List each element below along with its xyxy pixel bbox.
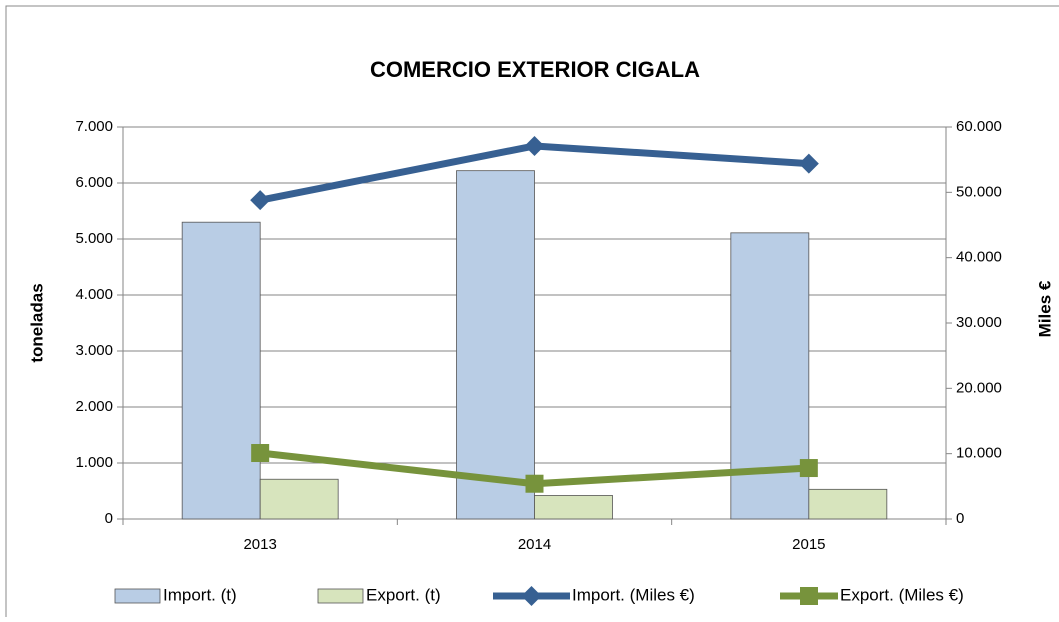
legend-label: Import. (t) bbox=[163, 585, 237, 604]
y-tick-label: 6.000 bbox=[75, 174, 113, 191]
y2-tick-label: 60.000 bbox=[956, 118, 1002, 135]
y-axis-label: toneladas bbox=[27, 283, 46, 362]
y-tick-label: 3.000 bbox=[75, 342, 113, 359]
x-tick-label: 2014 bbox=[518, 536, 551, 553]
y2-tick-label: 0 bbox=[956, 510, 964, 527]
bar bbox=[456, 170, 535, 520]
line-marker bbox=[524, 135, 545, 156]
legend-swatch bbox=[317, 588, 364, 604]
y-tick-label: 2.000 bbox=[75, 398, 113, 415]
y2-tick-label: 50.000 bbox=[956, 183, 1002, 200]
y2-axis-label: Miles € bbox=[1035, 280, 1054, 337]
y-tick-label: 5.000 bbox=[75, 230, 113, 247]
legend-label: Export. (Miles €) bbox=[840, 585, 964, 604]
bar bbox=[808, 488, 888, 520]
legend-swatch bbox=[114, 588, 161, 604]
legend-marker bbox=[800, 587, 818, 605]
x-tick-label: 2013 bbox=[243, 536, 276, 553]
bar bbox=[534, 495, 613, 520]
line-marker bbox=[525, 474, 544, 493]
y-tick-label: 0 bbox=[105, 510, 113, 527]
y-tick-label: 7.000 bbox=[75, 118, 113, 135]
y-tick-label: 1.000 bbox=[75, 454, 113, 471]
legend-label: Import. (Miles €) bbox=[572, 585, 695, 604]
line-marker bbox=[799, 459, 818, 478]
legend-marker bbox=[521, 586, 542, 606]
chart-title: COMERCIO EXTERIOR CIGALA bbox=[370, 57, 700, 82]
y2-tick-label: 40.000 bbox=[956, 249, 1002, 266]
legend-label: Export. (t) bbox=[366, 585, 441, 604]
bar bbox=[259, 478, 339, 520]
line-marker bbox=[251, 444, 270, 463]
y2-tick-label: 30.000 bbox=[956, 314, 1002, 331]
y-tick-label: 4.000 bbox=[75, 286, 113, 303]
bar bbox=[181, 221, 261, 520]
line-marker bbox=[798, 153, 819, 174]
y2-tick-label: 20.000 bbox=[956, 379, 1002, 396]
y2-tick-label: 10.000 bbox=[956, 445, 1002, 462]
bar bbox=[730, 232, 810, 520]
line-marker bbox=[250, 190, 271, 211]
x-tick-label: 2015 bbox=[792, 536, 825, 553]
